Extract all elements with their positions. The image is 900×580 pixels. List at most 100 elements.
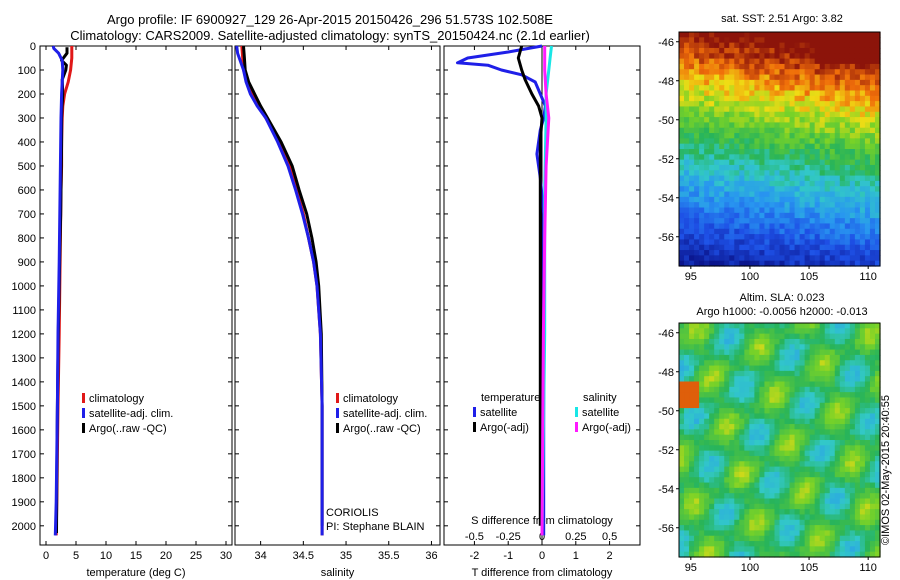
sla-map-cell xyxy=(704,365,710,372)
sst-map-cell xyxy=(829,37,836,44)
sla-map-cell xyxy=(854,328,861,335)
sst-map-cell xyxy=(814,111,821,118)
sla-map-cell xyxy=(869,354,876,361)
sst-map-cell xyxy=(714,159,720,166)
depth-tick-label: 200 xyxy=(18,89,36,101)
sst-map-cell xyxy=(699,159,705,166)
sst-map-cell xyxy=(754,255,761,262)
sla-map-cell xyxy=(814,498,821,505)
sst-map-cell xyxy=(739,143,745,150)
legend-1-0-label: climatology xyxy=(89,393,145,405)
sst-map-cell xyxy=(819,117,826,124)
sla-map-cell xyxy=(689,514,695,521)
depth-tick-label: 100 xyxy=(18,65,36,77)
sla-map-cell xyxy=(744,482,750,489)
sst-map-cell xyxy=(849,85,856,92)
sst-map-cell xyxy=(724,74,730,81)
sla-map-cell xyxy=(774,487,781,494)
sla-map-cell xyxy=(679,408,685,415)
sla-map-cell xyxy=(819,370,826,377)
sla-map-cell xyxy=(809,408,816,415)
sst-map-cell xyxy=(754,212,761,219)
sst-map-cell xyxy=(689,244,695,251)
sst-map-cell xyxy=(829,32,836,38)
sla-map-cell xyxy=(699,509,705,516)
sla-map-cell xyxy=(844,530,851,537)
sla-map-cell xyxy=(854,450,861,457)
sst-map-cell xyxy=(799,90,806,97)
sla-map-cell xyxy=(699,461,705,468)
sst-map-cell xyxy=(684,202,690,209)
sst-map-cell xyxy=(804,244,811,251)
figure-title: Argo profile: IF 6900927_129 26-Apr-2015… xyxy=(0,12,660,44)
sla-map-cell xyxy=(714,360,720,367)
sst-map-cell xyxy=(719,260,725,267)
sst-map-cell xyxy=(874,37,881,44)
sla-map-cell xyxy=(779,381,786,388)
sst-map-cell xyxy=(714,180,720,187)
sst-map-cell xyxy=(749,196,755,203)
sst-map-cell xyxy=(819,106,826,113)
sla-map-cell xyxy=(824,434,831,441)
sla-map-cell xyxy=(719,354,725,361)
sst-map-cell xyxy=(834,122,841,129)
sst-map-cell xyxy=(774,138,781,145)
sst-map-cell xyxy=(749,154,755,161)
legend-3-temp-title: temperature xyxy=(481,392,540,404)
sla-map-cell xyxy=(839,397,846,404)
sla-map-cell xyxy=(734,482,740,489)
sst-map-cell xyxy=(834,32,841,38)
sst-map-cell xyxy=(779,133,786,139)
sla-map-cell xyxy=(679,328,685,335)
sst-map-cell xyxy=(689,164,695,171)
sla-map-cell xyxy=(824,333,831,340)
sst-map-cell xyxy=(829,127,836,134)
sla-map-cell xyxy=(784,493,791,500)
sla-map-cell xyxy=(744,546,750,553)
sla-map-cell xyxy=(684,471,690,478)
sla-map-cell xyxy=(834,477,841,484)
sla-map-cell xyxy=(859,477,866,484)
sla-map-cell xyxy=(784,482,791,489)
sst-map-cell xyxy=(809,53,816,60)
sla-map-cell xyxy=(694,370,700,377)
sst-map-cell xyxy=(774,164,781,171)
sst-map-cell xyxy=(709,42,715,49)
sla-map-cell xyxy=(684,338,690,345)
sst-map-cell xyxy=(769,244,776,251)
sst-map-cell xyxy=(824,63,831,70)
sla-map-cell xyxy=(684,503,690,510)
sla-map-cell xyxy=(819,466,826,473)
sst-map-cell xyxy=(859,164,866,171)
sla-map-cell xyxy=(784,541,791,547)
sst-map-cell xyxy=(819,170,826,177)
panel-3-xtick-label: 2 xyxy=(607,550,613,562)
sst-map-cell xyxy=(739,74,745,81)
sla-map-cell xyxy=(729,360,735,367)
sst-map-cell xyxy=(764,149,771,155)
sst-map-cell xyxy=(724,196,730,203)
sla-map-cell xyxy=(704,323,710,329)
sst-map-cell xyxy=(804,170,811,177)
sst-map-cell xyxy=(784,212,791,219)
sst-map-cell xyxy=(824,175,831,182)
sla-map-cell xyxy=(734,344,740,351)
sst-map-cell xyxy=(794,260,801,267)
sst-map-cell xyxy=(844,149,851,155)
sla-map-cell xyxy=(814,413,821,420)
sst-map-cell xyxy=(859,191,866,198)
sla-map-cell xyxy=(789,349,796,356)
sla-map-cell xyxy=(844,482,851,489)
sla-map-cell xyxy=(684,354,690,361)
sst-map-cell xyxy=(784,250,791,256)
sst-map-ytick-label: -54 xyxy=(658,193,674,205)
sst-map-cell xyxy=(734,186,740,193)
sla-map-cell xyxy=(869,551,876,558)
sst-map-cell xyxy=(774,170,781,177)
sst-map-cell xyxy=(799,234,806,241)
sst-map-cell xyxy=(784,79,791,86)
sst-map-cell xyxy=(689,101,695,108)
sst-map-cell xyxy=(724,101,730,108)
sst-map-cell xyxy=(739,122,745,129)
sst-map-cell xyxy=(799,186,806,193)
